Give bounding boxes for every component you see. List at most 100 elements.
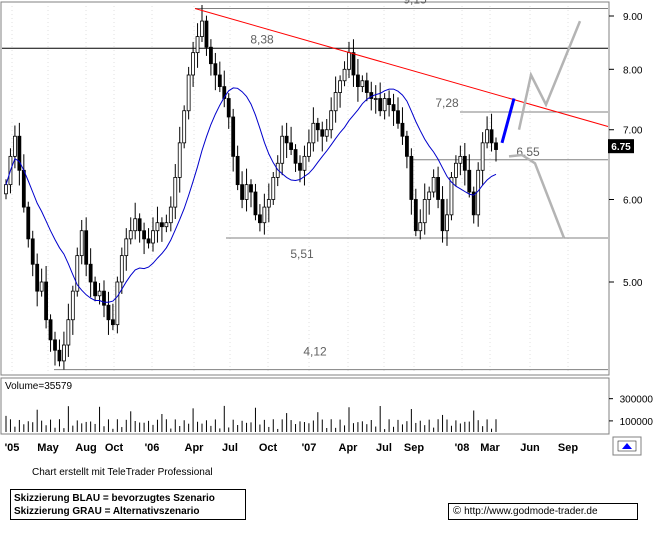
candle-body [21, 169, 26, 208]
level-label: 7,28 [435, 96, 459, 110]
level-label: 8,38 [250, 32, 274, 46]
level-label: 6,55 [516, 145, 540, 159]
candle-body [35, 263, 40, 292]
price-tick-label: 9.00 [623, 12, 643, 23]
volume-tick-label: 100000 [620, 417, 654, 428]
candle-body [449, 177, 454, 216]
candle-body [351, 52, 356, 76]
candle-body [231, 116, 236, 157]
candle-body [97, 290, 102, 297]
moving-average-line [5, 87, 497, 303]
candle-body [57, 349, 62, 362]
candle-body [244, 184, 249, 200]
time-tick-label: Oct [105, 442, 124, 454]
candle-body [17, 135, 22, 171]
candle-body [84, 230, 89, 265]
candle-body [182, 110, 187, 144]
time-tick-label: Apr [339, 442, 359, 454]
time-tick-label: '07 [302, 442, 317, 454]
candle-body [436, 177, 440, 200]
candle-body [106, 304, 111, 321]
candle-body [422, 199, 427, 224]
candle-body [164, 222, 169, 228]
candle-body [284, 135, 289, 144]
scenarios [500, 20, 582, 239]
candle-body [93, 281, 97, 297]
copyright-icon: © [453, 505, 462, 517]
candle-body [387, 98, 391, 105]
candle-body [39, 281, 44, 292]
candle-body [356, 74, 360, 87]
candle-body [480, 142, 485, 171]
time-tick-label: Sep [404, 442, 424, 454]
candle-body [347, 52, 351, 70]
candle-body [70, 290, 75, 321]
candle-body [413, 199, 418, 232]
candle-body [307, 142, 311, 157]
candle-body [454, 162, 458, 178]
candle-body [467, 169, 472, 193]
candle-body [266, 199, 271, 208]
candle-body [222, 86, 227, 99]
candle-body [405, 135, 409, 157]
candle-body [213, 63, 218, 76]
candle-body [62, 344, 66, 362]
source-link[interactable]: http://www.godmode-trader.de [464, 506, 598, 517]
candle-body [217, 74, 222, 87]
candle-body [485, 129, 489, 144]
candle-body [151, 230, 155, 244]
price-tick-label: 6.00 [623, 195, 643, 206]
level-label: 4,12 [303, 345, 327, 359]
time-axis: '05 May Aug Oct '06 Apr Jul Oct '07 Apr Jul Sep '08 M… [5, 442, 579, 454]
price-axis: 9.00 8.00 7.00 6.00 5.00 [609, 12, 643, 289]
candle-body [315, 122, 320, 131]
volume-bars [5, 405, 497, 432]
price-tick-label: 5.00 [623, 278, 643, 289]
time-tick-label: May [37, 442, 59, 454]
candle-body [400, 122, 405, 137]
level-label: 9,15 [403, 0, 427, 7]
candles [4, 5, 498, 370]
scenario-grey-up [517, 20, 582, 130]
candle-body [271, 177, 276, 200]
candle-body [66, 319, 71, 346]
candle-body [13, 135, 17, 157]
time-tick-label: Jun [520, 442, 540, 454]
candle-body [289, 142, 293, 150]
candle-body [88, 263, 93, 283]
candle-body [462, 155, 467, 171]
legend-grey-text: Skizzierung GRAU = Alternativszenario [14, 506, 200, 517]
candle-body [391, 104, 396, 112]
candle-body [382, 98, 387, 112]
price-panel [0, 1, 610, 376]
downtrend-line [194, 8, 609, 127]
candle-body [364, 80, 369, 93]
volume-label: Volume=35579 [5, 381, 72, 392]
candle-body [333, 92, 338, 112]
candle-body [324, 129, 329, 137]
price-tick-label: 7.00 [623, 126, 643, 137]
candle-body [458, 155, 463, 164]
candle-body [111, 319, 115, 326]
candle-body [360, 80, 365, 87]
candle-body [298, 162, 302, 171]
candle-body [262, 206, 267, 224]
chart-credit: Chart erstellt mit TeleTrader Profession… [32, 467, 213, 478]
candle-body [440, 199, 445, 232]
candle-body [445, 214, 449, 232]
candle-body [146, 238, 151, 244]
chart-tool-icon [622, 443, 632, 449]
chart-toolbar-button[interactable] [612, 436, 642, 456]
candle-body [200, 20, 204, 37]
candle-body [160, 222, 164, 228]
candle-body [48, 319, 53, 341]
candle-body [240, 184, 244, 200]
candle-body [133, 218, 138, 232]
candle-body [293, 149, 298, 164]
candle-body [431, 177, 436, 193]
candle-body [378, 98, 383, 112]
candle-body [418, 222, 423, 232]
candle-body [191, 52, 195, 76]
candle-body [249, 184, 253, 193]
candle-body [44, 281, 48, 321]
